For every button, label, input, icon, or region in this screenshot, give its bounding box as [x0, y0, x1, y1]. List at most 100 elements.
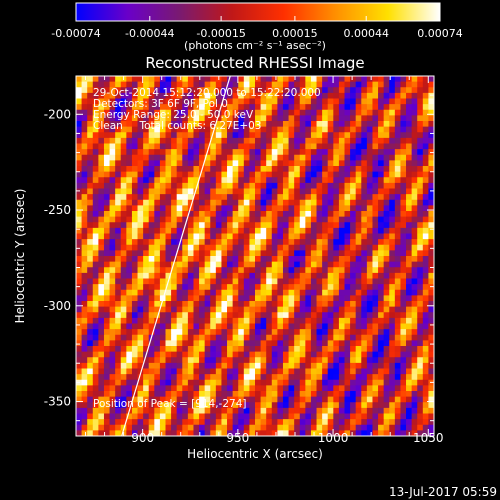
heatmap-cell — [294, 340, 301, 347]
heatmap-cell — [232, 177, 239, 184]
heatmap-cell — [406, 98, 413, 105]
heatmap-cell — [333, 329, 340, 336]
heatmap-cell — [260, 188, 267, 195]
heatmap-cell — [355, 188, 362, 195]
heatmap-cell — [344, 87, 351, 94]
heatmap-cell — [299, 104, 306, 111]
heatmap-cell — [176, 306, 183, 313]
heatmap-cell — [165, 205, 172, 212]
heatmap-cell — [406, 199, 413, 206]
heatmap-cell — [227, 115, 234, 122]
heatmap-cell — [344, 278, 351, 285]
heatmap-cell — [199, 137, 206, 144]
heatmap-cell — [148, 278, 155, 285]
heatmap-cell — [327, 256, 334, 263]
heatmap-cell — [193, 233, 200, 240]
heatmap-cell — [271, 171, 278, 178]
heatmap-cell — [327, 340, 334, 347]
heatmap-cell — [338, 385, 345, 392]
heatmap-cell — [288, 205, 295, 212]
heatmap-cell — [282, 351, 289, 358]
heatmap-cell — [137, 182, 144, 189]
heatmap-cell — [98, 233, 105, 240]
heatmap-cell — [215, 137, 222, 144]
heatmap-cell — [232, 329, 239, 336]
heatmap-cell — [103, 301, 110, 308]
heatmap-cell — [249, 233, 256, 240]
heatmap-cell — [131, 194, 138, 201]
heatmap-cell — [171, 261, 178, 268]
heatmap-cell — [282, 379, 289, 386]
heatmap-cell — [411, 194, 418, 201]
heatmap-cell — [238, 272, 245, 279]
heatmap-cell — [238, 267, 245, 274]
heatmap-cell — [322, 396, 329, 403]
heatmap-cell — [299, 284, 306, 291]
heatmap-cell — [137, 261, 144, 268]
heatmap-cell — [137, 391, 144, 398]
heatmap-cell — [333, 424, 340, 431]
heatmap-cell — [383, 227, 390, 234]
heatmap-cell — [322, 402, 329, 409]
heatmap-cell — [372, 92, 379, 99]
heatmap-cell — [249, 92, 256, 99]
heatmap-cell — [260, 385, 267, 392]
heatmap-cell — [187, 317, 194, 324]
heatmap-cell — [406, 177, 413, 184]
heatmap-cell — [103, 385, 110, 392]
heatmap-cell — [215, 323, 222, 330]
heatmap-cell — [193, 250, 200, 257]
heatmap-cell — [350, 87, 357, 94]
heatmap-cell — [327, 385, 334, 392]
annotation-energy-range: Energy Range: 25.0 - 50.0 keV — [93, 109, 254, 121]
heatmap-cell — [288, 154, 295, 161]
heatmap-cell — [81, 149, 88, 156]
heatmap-cell — [355, 182, 362, 189]
heatmap-cell — [383, 194, 390, 201]
heatmap-cell — [417, 278, 424, 285]
heatmap-cell — [282, 284, 289, 291]
heatmap-cell — [204, 194, 211, 201]
heatmap-cell — [103, 211, 110, 218]
heatmap-cell — [428, 132, 434, 139]
heatmap-cell — [271, 199, 278, 206]
heatmap-cell — [143, 132, 150, 139]
heatmap-cell — [411, 317, 418, 324]
heatmap-cell — [221, 284, 228, 291]
heatmap-cell — [227, 199, 234, 206]
heatmap-cell — [176, 272, 183, 279]
heatmap-cell — [361, 267, 368, 274]
heatmap-cell — [288, 419, 295, 426]
plot-frame — [75, 75, 435, 437]
heatmap-cell — [411, 216, 418, 223]
heatmap-cell — [120, 137, 127, 144]
heatmap-cell — [176, 334, 183, 341]
heatmap-cell — [294, 109, 301, 116]
heatmap-cell — [394, 160, 401, 167]
heatmap-cell — [182, 109, 189, 116]
heatmap-cell — [154, 199, 161, 206]
heatmap-cell — [154, 166, 161, 173]
heatmap-cell — [81, 132, 88, 139]
heatmap-cell — [299, 171, 306, 178]
heatmap-cell — [131, 104, 138, 111]
heatmap-cell — [210, 182, 217, 189]
heatmap-cell — [361, 295, 368, 302]
heatmap-cell — [344, 430, 351, 436]
heatmap-cell — [316, 419, 323, 426]
heatmap-cell — [260, 222, 267, 229]
heatmap-cell — [98, 379, 105, 386]
heatmap-cell — [428, 239, 434, 246]
heatmap-cell — [310, 222, 317, 229]
heatmap-cell — [148, 346, 155, 353]
heatmap-cell — [238, 357, 245, 364]
heatmap-cell — [171, 239, 178, 246]
heatmap-cell — [221, 239, 228, 246]
heatmap-cell — [193, 216, 200, 223]
heatmap-cell — [165, 81, 172, 88]
heatmap-cell — [210, 346, 217, 353]
heatmap-cell — [176, 346, 183, 353]
heatmap-cell — [232, 419, 239, 426]
heatmap-cell — [428, 227, 434, 234]
heatmap-cell — [143, 199, 150, 206]
